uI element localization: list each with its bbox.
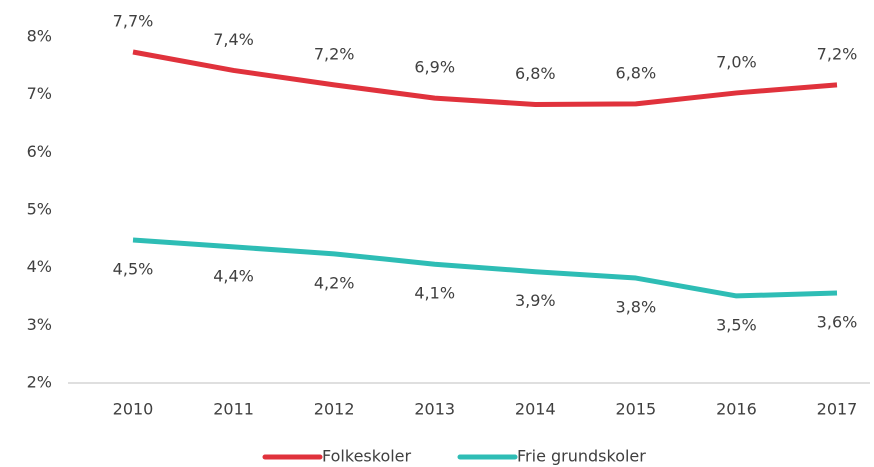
data-label: 6,9% <box>414 58 455 77</box>
x-tick-label: 2015 <box>615 400 656 419</box>
x-tick-label: 2014 <box>515 400 556 419</box>
y-tick-label: 5% <box>27 200 52 219</box>
legend-label: Folkeskoler <box>322 447 412 466</box>
series-line <box>132 49 838 107</box>
y-tick-label: 4% <box>27 257 52 276</box>
data-label: 7,0% <box>716 52 757 71</box>
legend-label: Frie grundskoler <box>517 447 646 466</box>
data-label: 6,8% <box>515 64 556 83</box>
series-line <box>132 237 838 299</box>
data-label: 7,2% <box>817 44 858 63</box>
data-label: 3,9% <box>515 291 556 310</box>
y-tick-label: 2% <box>27 373 52 392</box>
data-label: 4,1% <box>414 284 455 303</box>
x-tick-label: 2017 <box>817 400 858 419</box>
data-label: 4,2% <box>314 273 355 292</box>
y-tick-label: 3% <box>27 315 52 334</box>
x-tick-label: 2011 <box>213 400 254 419</box>
y-tick-label: 6% <box>27 142 52 161</box>
data-label: 3,5% <box>716 315 757 334</box>
data-label: 7,2% <box>314 44 355 63</box>
y-tick-label: 8% <box>27 27 52 46</box>
data-label: 6,8% <box>616 63 657 82</box>
x-tick-label: 2010 <box>113 400 154 419</box>
data-label: 7,7% <box>113 11 154 30</box>
data-label: 4,5% <box>113 259 154 278</box>
x-tick-label: 2012 <box>314 400 355 419</box>
data-label: 3,8% <box>616 298 657 317</box>
x-tick-label: 2016 <box>716 400 757 419</box>
data-label: 4,4% <box>213 266 254 285</box>
data-label: 3,6% <box>817 313 858 332</box>
y-tick-label: 7% <box>27 84 52 103</box>
data-label: 7,4% <box>213 30 254 49</box>
x-tick-label: 2013 <box>414 400 455 419</box>
